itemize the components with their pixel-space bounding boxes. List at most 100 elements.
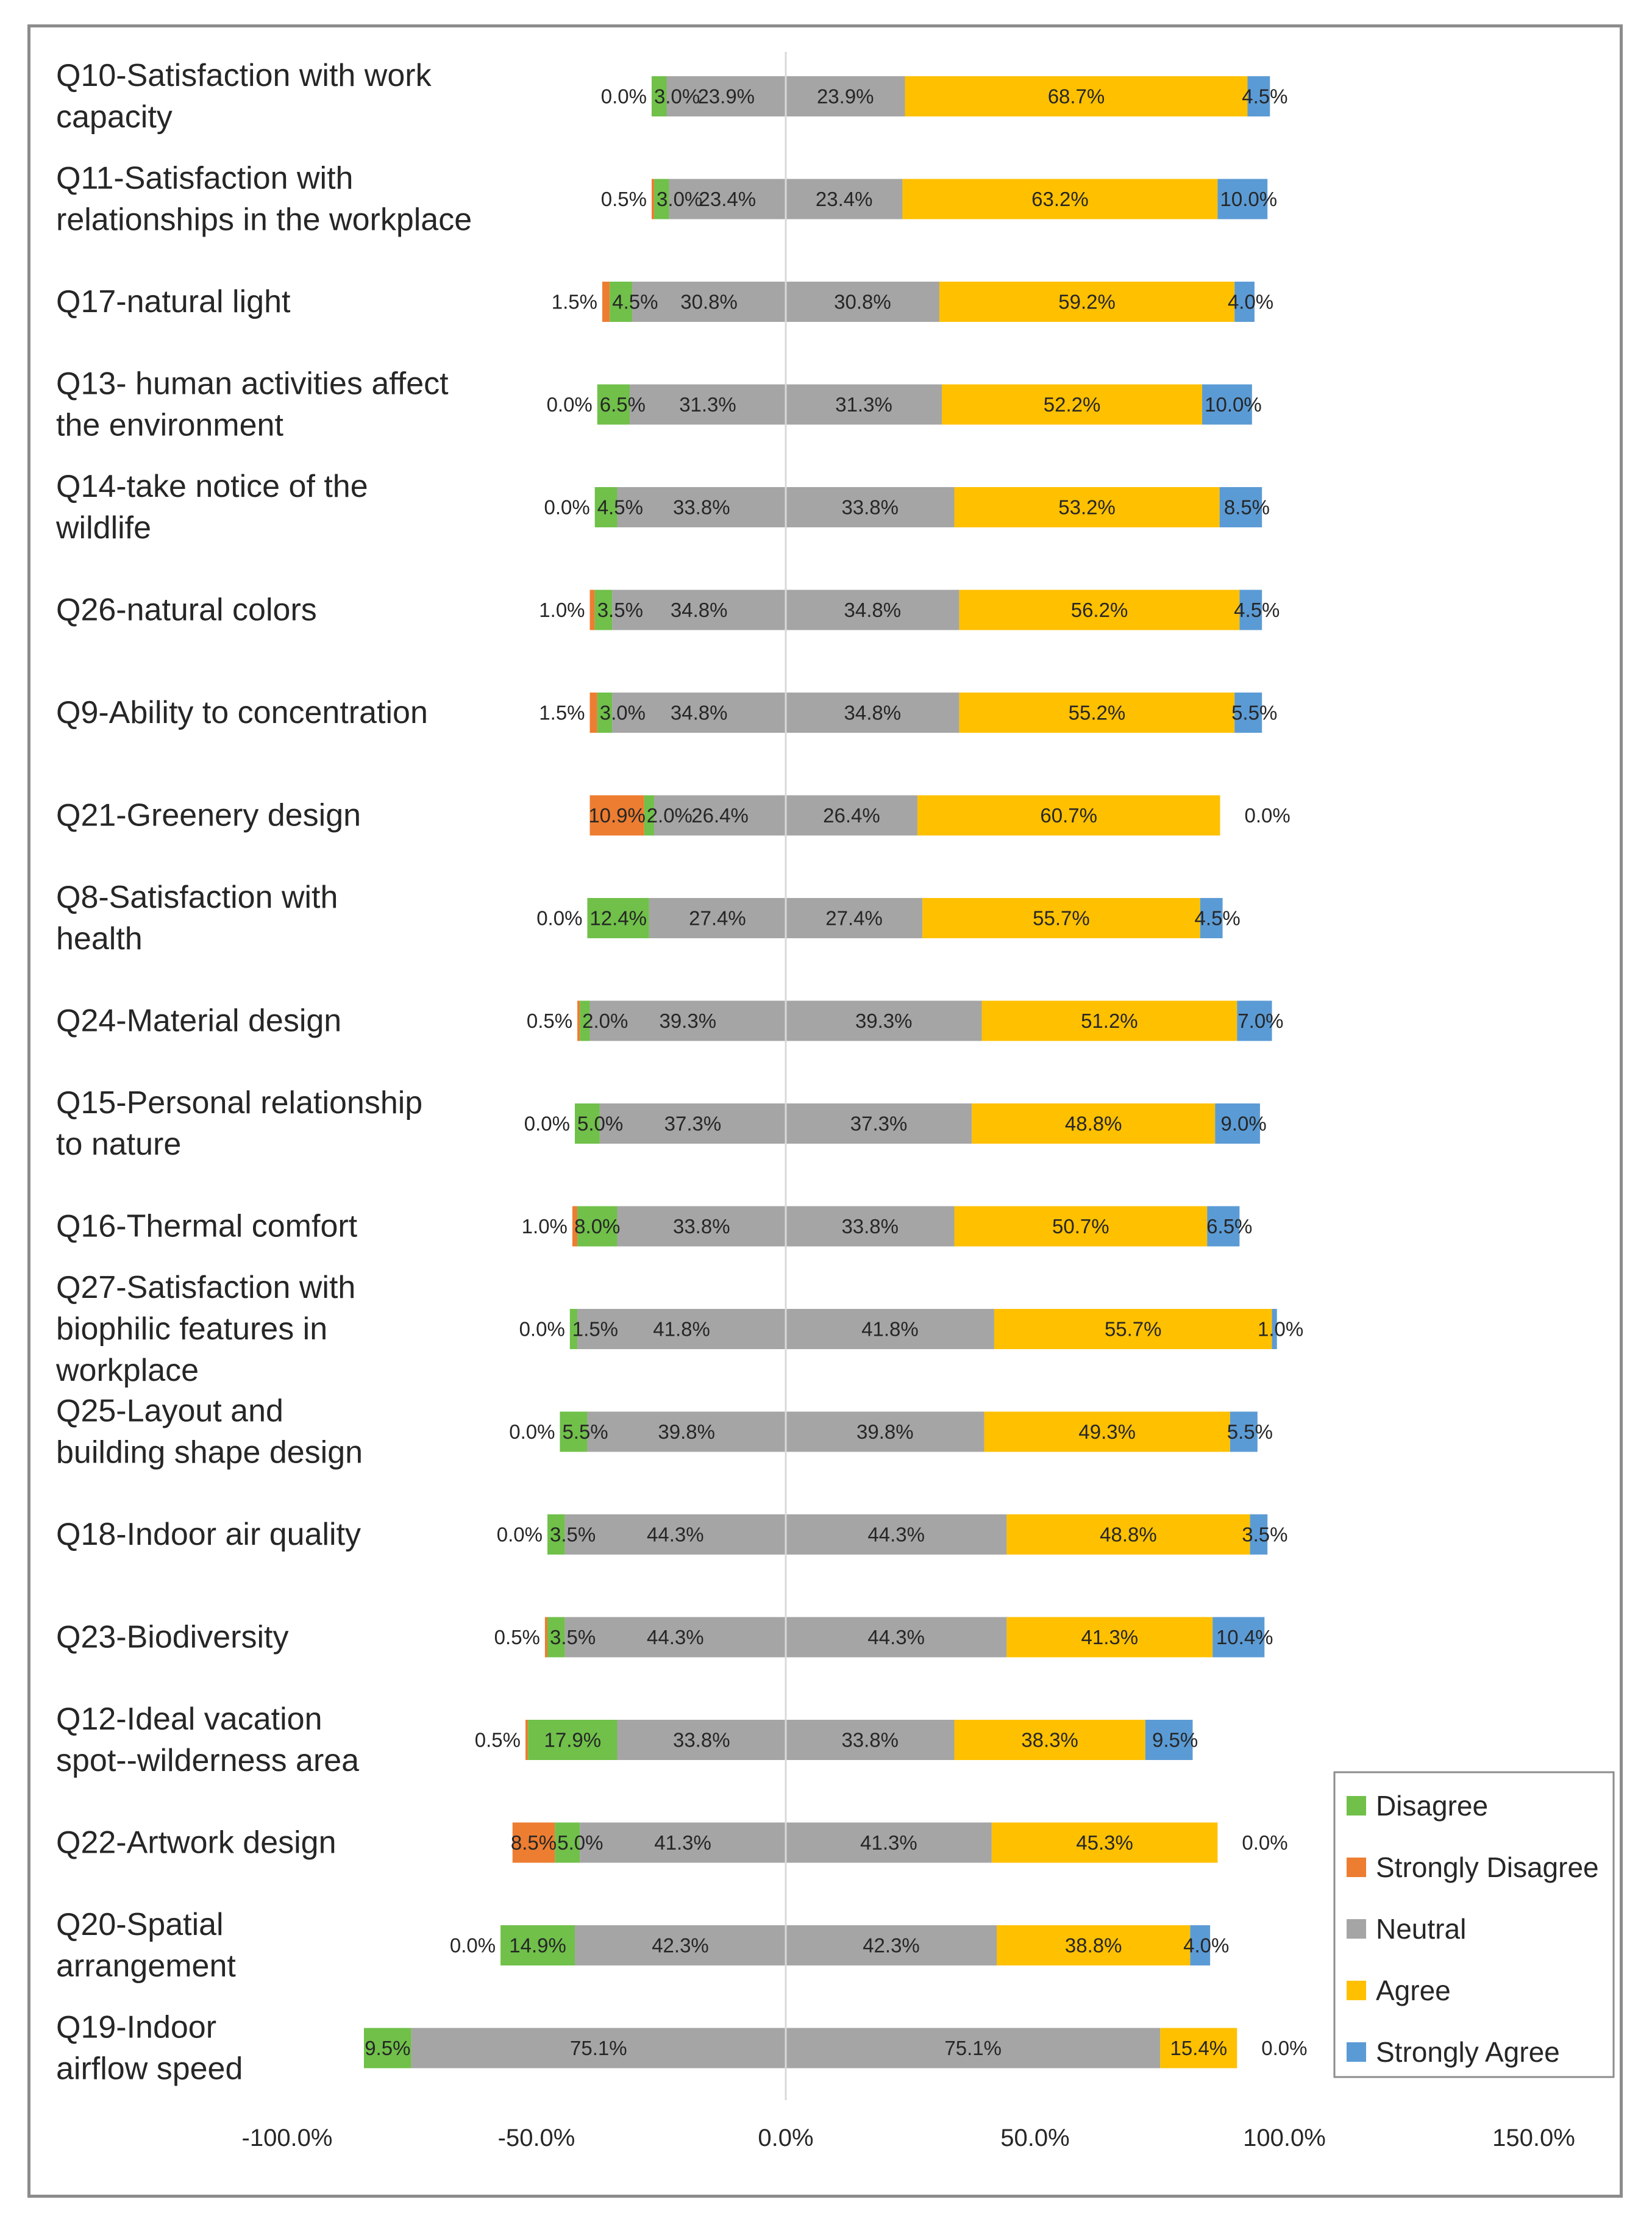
- bar-strongly-disagree: [572, 1206, 578, 1247]
- bar-strongly-disagree: [589, 795, 644, 836]
- data-label-neutral-right: 75.1%: [944, 2037, 1002, 2059]
- data-label-neutral-left: 37.3%: [664, 1113, 722, 1135]
- data-label-agree: 60.7%: [1040, 804, 1097, 827]
- bar-agree: [1006, 1617, 1213, 1658]
- data-label-neutral-left: 23.9%: [697, 85, 755, 108]
- data-label-agree: 55.7%: [1033, 907, 1090, 930]
- data-label-strongly-disagree: 0.0%: [544, 496, 589, 519]
- data-label-disagree: 3.0%: [600, 702, 646, 724]
- bar-strongly-agree: [1239, 590, 1262, 630]
- data-label-strongly-agree: 0.0%: [1244, 804, 1290, 827]
- data-label-strongly-disagree: 0.5%: [494, 1626, 540, 1648]
- bar-disagree: [654, 179, 669, 219]
- bar-agree: [959, 693, 1235, 733]
- data-label-strongly-agree: 10.4%: [1216, 1626, 1273, 1648]
- category-label: wildlife: [55, 510, 151, 546]
- data-label-agree: 55.2%: [1069, 702, 1126, 724]
- x-tick-label: 50.0%: [1000, 2125, 1069, 2151]
- bar-strongly-agree: [1237, 1000, 1272, 1041]
- bar-disagree: [587, 898, 649, 938]
- data-label-strongly-agree: 4.0%: [1228, 291, 1273, 313]
- data-label-agree: 15.4%: [1170, 2037, 1228, 2059]
- x-tick-label: -50.0%: [498, 2125, 575, 2151]
- x-tick-label: 100.0%: [1243, 2125, 1326, 2151]
- category-label: Q11-Satisfaction with: [56, 161, 353, 196]
- legend-swatch: [1347, 1919, 1366, 1939]
- data-label-disagree: 6.5%: [600, 393, 646, 416]
- data-label-strongly-agree: 1.0%: [1258, 1318, 1303, 1341]
- data-label-strongly-agree: 4.5%: [1234, 599, 1280, 621]
- data-label-strongly-disagree: 1.5%: [539, 702, 585, 724]
- bar-strongly-agree: [1272, 1309, 1277, 1349]
- category-label: Q22-Artwork design: [56, 1825, 336, 1861]
- category-label: biophilic features in: [56, 1311, 327, 1347]
- data-label-agree: 50.7%: [1052, 1215, 1109, 1238]
- data-label-neutral-left: 41.8%: [653, 1318, 710, 1341]
- bar-agree: [905, 76, 1248, 116]
- bar-disagree: [547, 1514, 565, 1555]
- data-label-agree: 48.8%: [1100, 1523, 1157, 1546]
- x-tick-label: 0.0%: [758, 2125, 813, 2151]
- data-label-neutral-left: 44.3%: [647, 1523, 704, 1546]
- data-label-neutral-left: 23.4%: [699, 188, 757, 210]
- data-label-neutral-right: 44.3%: [867, 1523, 925, 1546]
- bar-agree: [917, 795, 1220, 836]
- bar-strongly-disagree: [589, 693, 597, 733]
- data-label-neutral-right: 23.9%: [817, 85, 874, 108]
- labels-layer: 0.0% 3.0%23.9% 23.9% 68.7% 4.5%0.5% 3.0%23.4%…: [365, 85, 1307, 2060]
- bar-strongly-agree: [1250, 1514, 1268, 1555]
- legend: Disagree Strongly Disagree Neutral Agree Str…: [1333, 1771, 1615, 2078]
- category-label: Q8-Satisfaction with: [56, 880, 338, 915]
- bar-strongly-agree: [1200, 898, 1223, 938]
- category-label: health: [56, 921, 143, 957]
- bar-agree: [939, 282, 1235, 322]
- bar-strongly-disagree: [512, 1822, 555, 1863]
- data-label-strongly-agree: 0.0%: [1242, 1831, 1287, 1854]
- bar-agree: [954, 1206, 1208, 1247]
- stacked-bar-chart: 0.0% 3.0%23.9% 23.9% 68.7% 4.5%0.5% 3.0%23.4%…: [55, 52, 1615, 2151]
- category-label: Q21-Greenery design: [56, 798, 361, 833]
- bar-agree: [972, 1103, 1216, 1144]
- bar-disagree: [547, 1617, 565, 1658]
- bar-agree: [984, 1411, 1230, 1452]
- data-label-strongly-agree: 7.0%: [1237, 1010, 1283, 1032]
- category-label: the environment: [56, 408, 283, 443]
- legend-swatch: [1347, 1858, 1366, 1877]
- bar-disagree: [569, 1309, 578, 1349]
- data-label-strongly-agree: 10.0%: [1205, 393, 1262, 416]
- data-label-neutral-right: 41.8%: [861, 1318, 919, 1341]
- bar-disagree: [594, 590, 613, 630]
- data-label-agree: 41.3%: [1081, 1626, 1139, 1648]
- category-label: capacity: [56, 99, 173, 135]
- data-label-neutral-right: 30.8%: [834, 291, 891, 313]
- data-label-agree: 56.2%: [1071, 599, 1128, 621]
- category-label: to nature: [56, 1127, 181, 1162]
- data-label-disagree: 4.5%: [597, 496, 643, 519]
- category-label: workplace: [55, 1353, 199, 1388]
- category-label: Q20-Spatial: [56, 1907, 224, 1942]
- bar-disagree: [651, 76, 667, 116]
- data-label-disagree: 5.0%: [577, 1113, 623, 1135]
- data-label-disagree: 4.5%: [612, 291, 658, 313]
- data-label-neutral-left: 33.8%: [673, 1215, 730, 1238]
- legend-swatch: [1347, 1981, 1366, 2000]
- bar-disagree: [555, 1822, 580, 1863]
- bar-disagree: [560, 1411, 588, 1452]
- category-label: Q26-natural colors: [56, 593, 317, 628]
- bar-strongly-agree: [1234, 282, 1255, 322]
- bar-strongly-agree: [1202, 384, 1252, 425]
- bar-strongly-agree: [1234, 693, 1262, 733]
- data-label-agree: 55.7%: [1105, 1318, 1162, 1341]
- category-label: airflow speed: [56, 2051, 243, 2087]
- bar-disagree: [500, 1925, 575, 1965]
- data-label-agree: 48.8%: [1065, 1113, 1122, 1135]
- x-tick-label: -100.0%: [242, 2125, 333, 2151]
- data-label-agree: 38.3%: [1021, 1729, 1078, 1751]
- bar-agree: [1160, 2028, 1237, 2068]
- data-label-strongly-disagree: 0.0%: [497, 1523, 543, 1546]
- data-label-neutral-right: 39.3%: [855, 1010, 913, 1032]
- bar-strongly-agree: [1212, 1617, 1265, 1658]
- bar-disagree: [363, 2028, 411, 2068]
- data-label-neutral-right: 34.8%: [844, 599, 902, 621]
- bar-agree: [942, 384, 1203, 425]
